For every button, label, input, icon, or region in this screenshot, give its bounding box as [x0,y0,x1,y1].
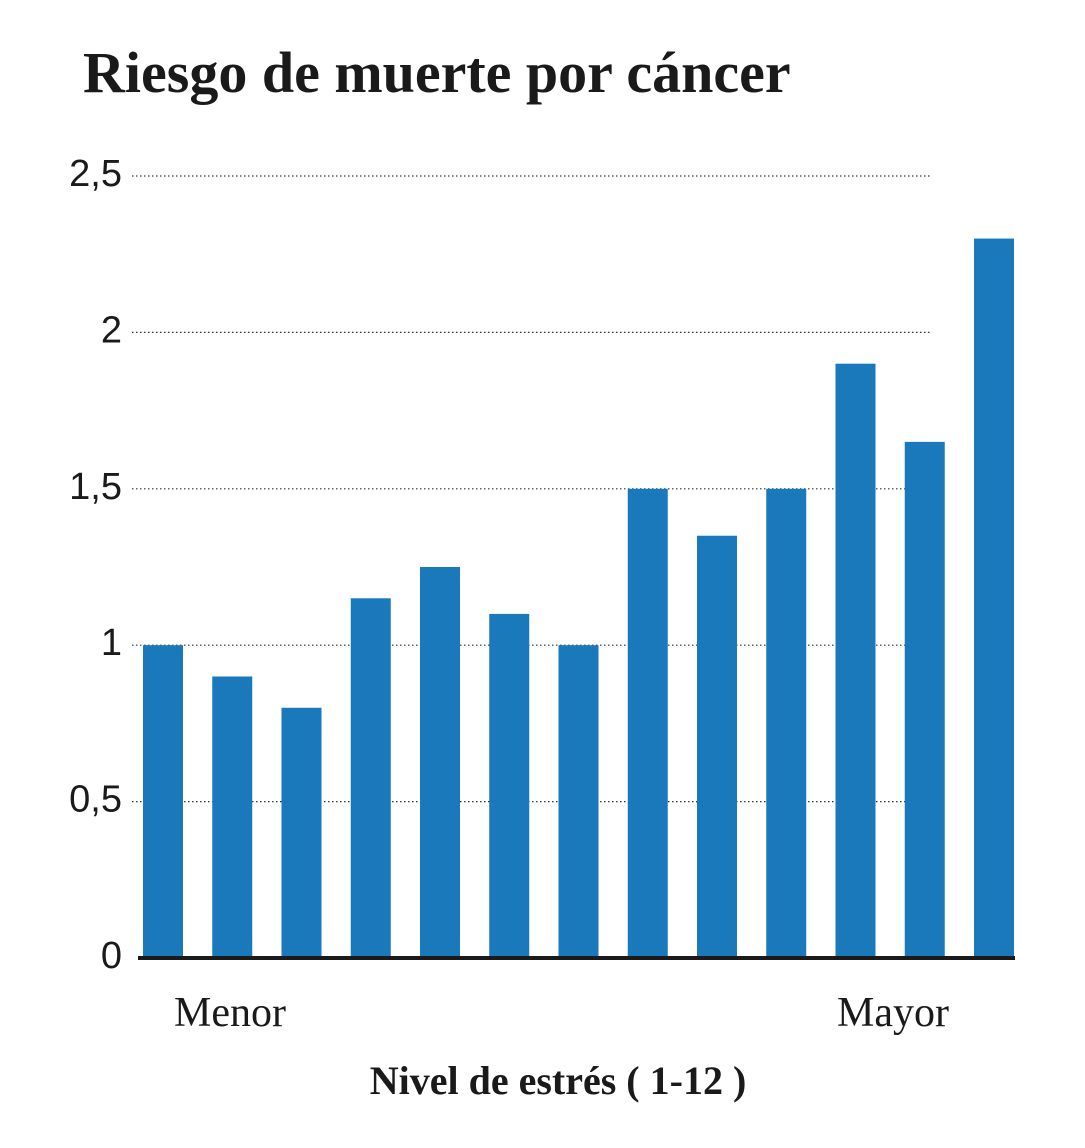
y-tick-label: 1 [101,622,122,664]
bar [766,488,807,958]
y-tick-label: 0,5 [69,779,122,821]
bar [420,567,460,958]
bar [835,363,876,958]
chart-title: Riesgo de muerte por cáncer [83,40,791,105]
bar [143,645,183,958]
y-tick-label: 2 [101,309,122,351]
bar [350,598,391,958]
y-tick-label: 0 [101,935,122,977]
bar [212,676,253,958]
bar [697,535,737,958]
y-tick-label: 1,5 [69,466,122,508]
annotation: Menor [174,990,286,1036]
annotation: Mayor [837,990,949,1036]
bar [904,441,945,958]
bar [974,238,1014,958]
y-tick-label: 2,5 [69,153,122,195]
bar [281,707,322,958]
x-axis-label: Nivel de estrés ( 1-12 ) [370,1058,747,1103]
bar [627,488,668,958]
bar [558,645,599,958]
bar [489,613,530,958]
